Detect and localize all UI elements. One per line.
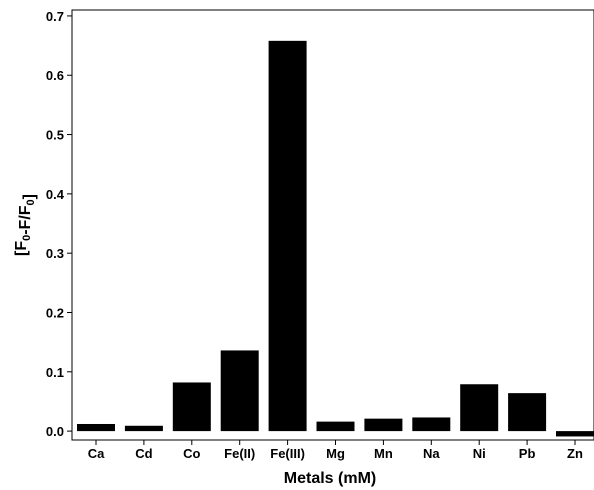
x-tick-label: Mg [326,446,345,461]
x-tick-label: Cd [135,446,152,461]
bar-series [77,40,594,437]
x-tick-label: Pb [519,446,536,461]
y-tick-label: 0.6 [46,68,64,83]
x-tick-label: Fe(III) [270,446,305,461]
bar-feii [220,350,259,432]
y-tick-label: 0.1 [46,365,64,380]
x-axis: Ca Cd Co Fe(II) Fe(III) Mg Mn Na Ni Pb Zn [88,440,583,461]
x-tick-label: Ni [473,446,486,461]
bar-na [412,417,451,432]
x-tick-label: Mn [374,446,393,461]
svg-text:[F0-F/F0]: [F0-F/F0] [13,194,38,256]
bar-mg [316,421,355,432]
bar-co [172,382,211,432]
x-tick-label: Fe(II) [224,446,255,461]
y-tick-label: 0.4 [46,187,65,202]
bar-mn [364,418,403,432]
bar-ni [460,384,499,432]
x-tick-label: Ca [88,446,105,461]
x-axis-title: Metals (mM) [284,470,376,487]
y-tick-label: 0.7 [46,9,64,24]
y-axis: 0.0 0.1 0.2 0.3 0.4 0.5 0.6 0.7 [46,9,72,439]
bar-pb [508,393,547,432]
bar-cd [124,425,163,432]
x-tick-label: Na [423,446,440,461]
y-tick-label: 0.3 [46,246,64,261]
y-axis-title: [F0-F/F0] [13,194,38,256]
plot-area-frame [71,9,594,441]
bar-zn [556,431,594,437]
x-tick-label: Co [183,446,200,461]
y-tick-label: 0.0 [46,424,64,439]
bar-ca [77,423,115,432]
y-tick-label: 0.2 [46,305,64,320]
bar-feiii [268,40,307,432]
y-tick-label: 0.5 [46,128,64,143]
x-tick-label: Zn [567,446,583,461]
